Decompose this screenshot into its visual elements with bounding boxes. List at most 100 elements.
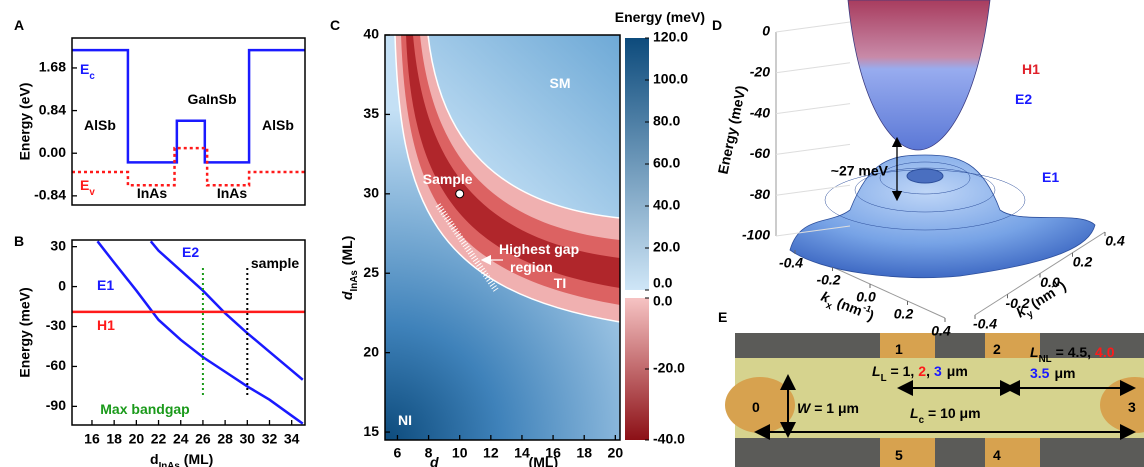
contact-label: 1 [895, 341, 903, 357]
colorbar-tick-label: 100.0 [653, 71, 688, 87]
z-tick-label: 0 [762, 23, 770, 39]
y-tick-label: 30 [363, 185, 379, 201]
local-label-part: = 1, [891, 363, 915, 379]
gap-label: ~27 meV [831, 163, 889, 179]
axis-tick-label: 0.2 [1073, 253, 1093, 269]
figure: ABCDEEcEv1.680.840.00-0.84Energy (eV)AlS… [0, 0, 1144, 467]
panel-label: E [718, 309, 727, 325]
panel-label: D [712, 17, 722, 33]
x-tick-label: 24 [173, 431, 189, 447]
y-tick-label: 0 [58, 277, 66, 293]
series-label-part: E [80, 177, 89, 193]
x-tick-label: 34 [284, 431, 300, 447]
annotation: InAs [217, 185, 248, 201]
grid-line [776, 104, 850, 114]
contact-label: 5 [895, 447, 903, 463]
region-label: NI [398, 412, 412, 428]
colorbar-tick-label: 80.0 [653, 113, 680, 129]
x-axis-label-part: (ML) [529, 454, 559, 467]
series-label: E1 [97, 277, 114, 293]
panel-label: B [14, 233, 24, 249]
width-label-part: W [797, 400, 812, 416]
grid-line [776, 185, 850, 195]
x-tick-label: 18 [576, 445, 592, 461]
axis-tick-label: 0.2 [894, 306, 914, 322]
point-label: Sample [423, 171, 473, 187]
colorbar-tick-label: 0.0 [653, 275, 673, 291]
annotation: Highest gap [499, 241, 579, 257]
colorbar-tick-label: -20.0 [653, 360, 685, 376]
series-label-part: H1 [97, 317, 115, 333]
y-tick-label: 0.84 [39, 101, 66, 117]
region-label: TI [554, 275, 566, 291]
local-label-part: L [881, 373, 887, 384]
z-tick-label: -100 [742, 227, 770, 243]
axis-tick-label: -0.2 [816, 272, 840, 288]
y-axis-label: Energy (eV) [17, 83, 33, 161]
x-axis-label-part: (ML) [184, 451, 214, 467]
panel-label: C [330, 17, 340, 33]
width-label-part: = 1 μm [814, 400, 859, 416]
axis-tick-label: 0.4 [931, 323, 951, 339]
contact-label: 3 [1128, 399, 1136, 415]
colorbar-tick-label: 0.0 [653, 293, 673, 309]
width-label: W= 1 μm [797, 400, 859, 416]
contact [725, 377, 795, 433]
surface-dimple [907, 169, 943, 183]
page: {"panel_labels":["A","B","C","D","E"], "… [0, 0, 1144, 467]
nonlocal-label-part: = 4.5, [1056, 344, 1091, 360]
series-line [72, 148, 305, 185]
x-tick-label: 20 [129, 431, 145, 447]
nonlocal-label-part: 3.5 [1030, 365, 1050, 381]
x-tick-label: 22 [151, 431, 167, 447]
z-tick-label: -20 [750, 64, 770, 80]
z-tick-label: -60 [750, 145, 770, 161]
x-axis-label-part: d [150, 451, 159, 467]
series-label-part: E [80, 61, 89, 77]
axis-tick-label: 0.4 [1105, 233, 1125, 249]
x-tick-label: 16 [84, 431, 100, 447]
colorbar-tick-label: 120.0 [653, 29, 688, 45]
sample-point [456, 190, 464, 198]
series-label-part: c [89, 71, 95, 82]
x-tick-label: 30 [240, 431, 256, 447]
colorbar-tick-label: -40.0 [653, 431, 685, 447]
reference-label: sample [251, 255, 299, 271]
panel-label: A [14, 17, 24, 33]
reference-label: Max bandgap [100, 401, 189, 417]
band-label: E1 [1042, 169, 1059, 185]
grid-line [776, 22, 850, 32]
grid-line [776, 63, 850, 73]
y-tick-label: 0.00 [39, 144, 66, 160]
y-axis-label: dInAs(ML) [339, 236, 360, 300]
h1-e2-surface [848, 0, 990, 150]
x-tick-label: 32 [262, 431, 278, 447]
annotation: AlSb [262, 117, 294, 133]
region-label: SM [550, 75, 571, 91]
x-axis-label-part: d [430, 454, 439, 467]
grid-line [776, 144, 850, 154]
x-tick-label: 26 [195, 431, 211, 447]
series-label: Ec [80, 61, 95, 82]
x-axis-label-part: InAs [159, 461, 181, 467]
y-axis-label: Energy (meV) [17, 287, 33, 377]
x-axis-label: dInAs(ML) [150, 451, 213, 467]
annotation: AlSb [84, 117, 116, 133]
y-axis-label-part: (ML) [339, 236, 355, 266]
x-tick-label: 12 [483, 445, 499, 461]
y-tick-label: 1.68 [39, 59, 66, 75]
local-label-part: μm [947, 363, 968, 379]
x-tick-label: 18 [106, 431, 122, 447]
y-tick-label: -90 [46, 397, 66, 413]
colorbar-title: Energy (meV) [615, 9, 705, 25]
channel-label-part: L [910, 405, 919, 421]
axis-tick-label: -0.4 [779, 255, 803, 271]
band-surfaces [776, 0, 1105, 318]
y-tick-label: -60 [46, 357, 66, 373]
y-tick-label: 15 [363, 423, 379, 439]
y-tick-label: 35 [363, 105, 379, 121]
y-tick-label: 40 [363, 26, 379, 42]
annotation: GaInSb [187, 91, 236, 107]
colorbar-tick-label: 60.0 [653, 155, 680, 171]
band-label: E2 [1015, 91, 1032, 107]
